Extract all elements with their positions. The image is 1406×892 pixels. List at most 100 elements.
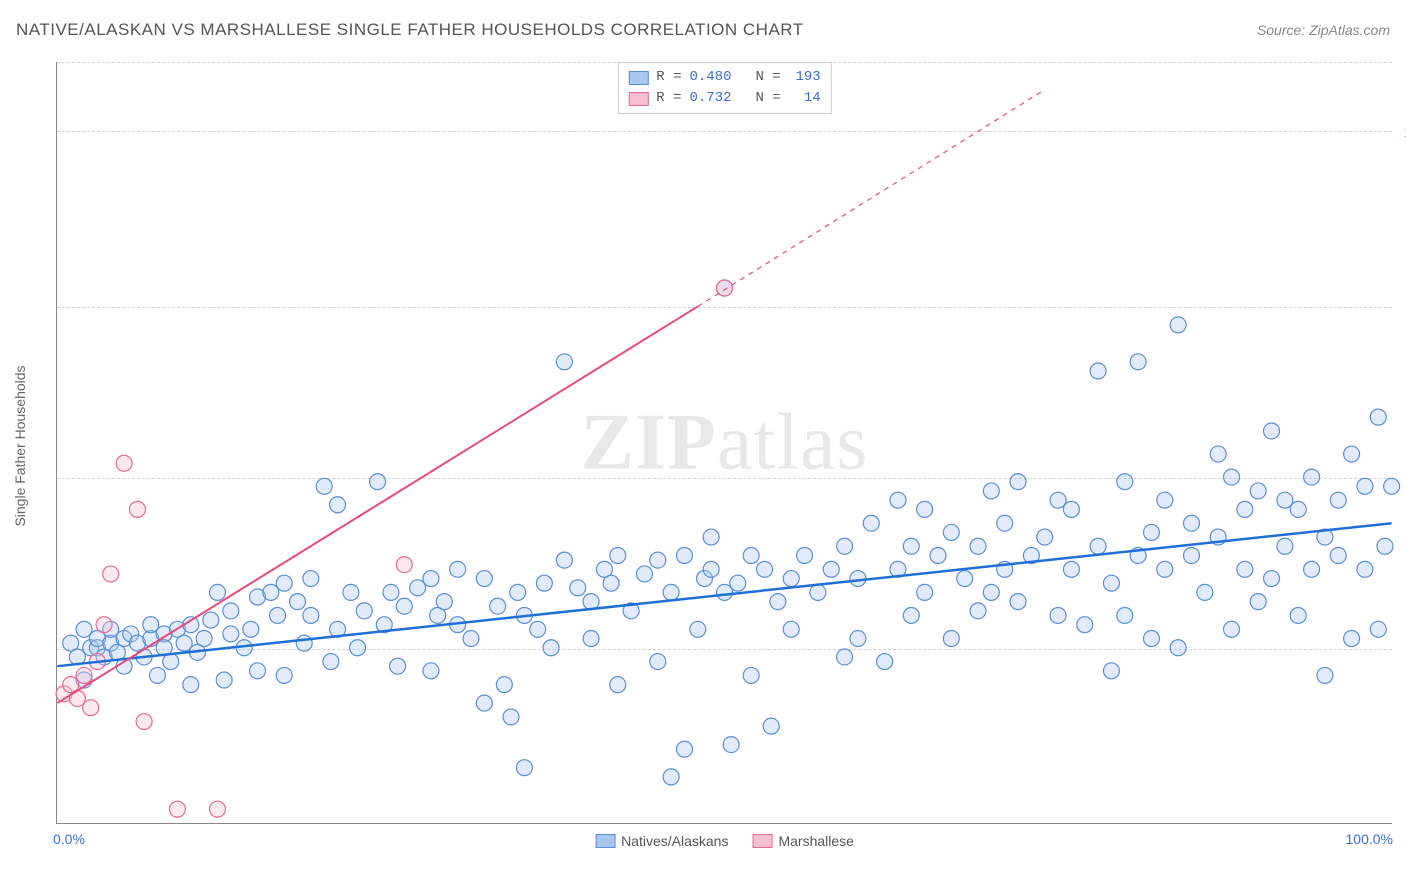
legend-series-label: Natives/Alaskans: [621, 833, 728, 849]
data-point: [837, 649, 853, 665]
legend-swatch: [628, 92, 648, 106]
data-point: [496, 677, 512, 693]
data-point: [383, 584, 399, 600]
data-point: [76, 667, 92, 683]
data-point: [303, 607, 319, 623]
data-point: [356, 603, 372, 619]
data-point: [1330, 548, 1346, 564]
data-point: [903, 607, 919, 623]
data-point: [703, 529, 719, 545]
data-point: [890, 492, 906, 508]
data-point: [743, 548, 759, 564]
data-point: [476, 695, 492, 711]
data-point: [570, 580, 586, 596]
data-point: [1090, 538, 1106, 554]
data-point: [316, 478, 332, 494]
data-point: [276, 667, 292, 683]
data-point: [1050, 607, 1066, 623]
data-point: [943, 631, 959, 647]
data-point: [650, 654, 666, 670]
r-value: 0.732: [690, 88, 740, 109]
data-point: [1170, 317, 1186, 333]
data-point: [583, 631, 599, 647]
data-point: [1304, 561, 1320, 577]
x-tick-label: 0.0%: [53, 831, 85, 847]
data-point: [1224, 621, 1240, 637]
data-point: [163, 654, 179, 670]
data-point: [770, 594, 786, 610]
data-point: [823, 561, 839, 577]
data-point: [1037, 529, 1053, 545]
data-point: [1370, 409, 1386, 425]
data-point: [1224, 469, 1240, 485]
data-point: [250, 663, 266, 679]
legend-stat-row: R =0.480N =193: [628, 67, 820, 88]
data-point: [510, 584, 526, 600]
data-point: [1197, 584, 1213, 600]
data-point: [1157, 492, 1173, 508]
data-point: [463, 631, 479, 647]
data-point: [863, 515, 879, 531]
series-legend: Natives/Alaskans Marshallese: [595, 833, 854, 849]
data-point: [983, 483, 999, 499]
n-value: 193: [789, 67, 821, 88]
data-point: [970, 603, 986, 619]
data-point: [396, 598, 412, 614]
source-attribution: Source: ZipAtlas.com: [1257, 22, 1390, 38]
data-point: [1143, 631, 1159, 647]
legend-swatch: [595, 834, 615, 848]
r-value: 0.480: [690, 67, 740, 88]
data-point: [290, 594, 306, 610]
data-point: [296, 635, 312, 651]
data-point: [1290, 607, 1306, 623]
data-point: [797, 548, 813, 564]
data-point: [530, 621, 546, 637]
y-axis-title: Single Father Households: [12, 365, 28, 526]
data-point: [1277, 538, 1293, 554]
data-point: [1010, 474, 1026, 490]
data-point: [96, 617, 112, 633]
data-point: [223, 626, 239, 642]
data-point: [676, 548, 692, 564]
y-tick-label: 15.0%: [1396, 124, 1406, 140]
data-point: [536, 575, 552, 591]
data-point: [303, 571, 319, 587]
data-point: [1264, 423, 1280, 439]
source-name: ZipAtlas.com: [1309, 22, 1390, 38]
legend-swatch: [752, 834, 772, 848]
data-point: [556, 354, 572, 370]
data-point: [1250, 594, 1266, 610]
data-point: [917, 584, 933, 600]
data-point: [1010, 594, 1026, 610]
data-point: [1357, 478, 1373, 494]
data-point: [1370, 621, 1386, 637]
data-point: [1063, 501, 1079, 517]
legend-series-label: Marshallese: [778, 833, 853, 849]
data-point: [943, 524, 959, 540]
data-point: [603, 575, 619, 591]
data-point: [1210, 446, 1226, 462]
data-point: [209, 584, 225, 600]
data-point: [343, 584, 359, 600]
data-point: [490, 598, 506, 614]
trend-line: [57, 306, 697, 703]
data-point: [1384, 478, 1400, 494]
data-point: [1344, 446, 1360, 462]
data-point: [1317, 667, 1333, 683]
data-point: [1103, 663, 1119, 679]
x-tick-label: 100.0%: [1343, 831, 1393, 847]
r-label: R =: [656, 67, 681, 88]
data-point: [103, 566, 119, 582]
data-point: [730, 575, 746, 591]
data-point: [1130, 354, 1146, 370]
data-point: [1157, 561, 1173, 577]
n-label: N =: [756, 88, 781, 109]
data-point: [396, 557, 412, 573]
chart-title: NATIVE/ALASKAN VS MARSHALLESE SINGLE FAT…: [16, 20, 804, 40]
scatter-svg: [57, 62, 1392, 823]
data-point: [763, 718, 779, 734]
data-point: [610, 677, 626, 693]
data-point: [203, 612, 219, 628]
correlation-legend: R =0.480N =193R =0.732N = 14: [617, 62, 831, 114]
data-point: [636, 566, 652, 582]
